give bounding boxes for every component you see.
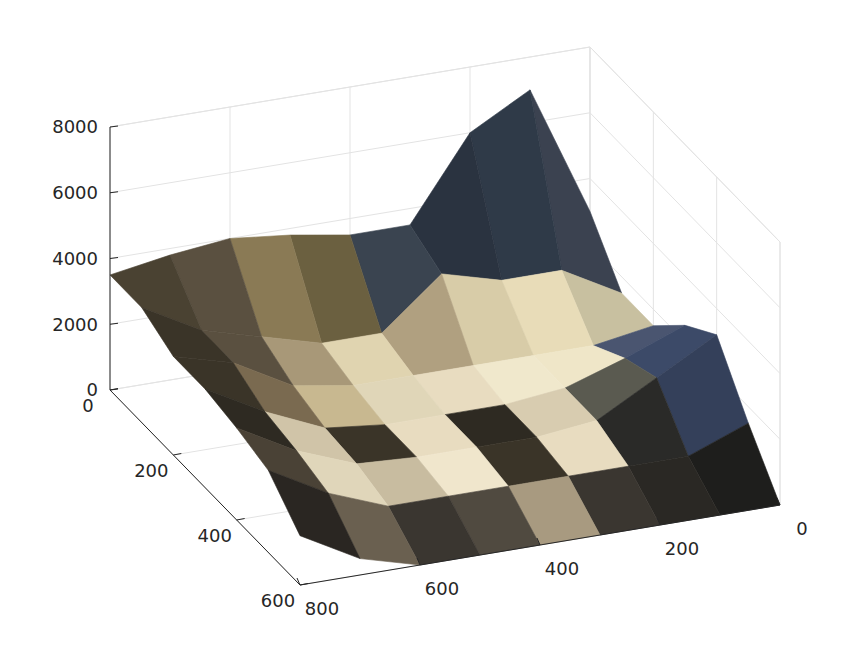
svg-text:4000: 4000 xyxy=(52,248,98,269)
svg-text:2000: 2000 xyxy=(52,314,98,335)
svg-text:400: 400 xyxy=(197,525,231,546)
svg-text:8000: 8000 xyxy=(52,116,98,137)
svg-text:400: 400 xyxy=(545,558,579,579)
svg-text:200: 200 xyxy=(134,460,168,481)
svg-text:6000: 6000 xyxy=(52,182,98,203)
svg-text:0: 0 xyxy=(796,518,807,539)
svg-text:200: 200 xyxy=(665,538,699,559)
svg-text:600: 600 xyxy=(425,578,459,599)
svg-text:800: 800 xyxy=(305,598,339,619)
svg-text:0: 0 xyxy=(82,395,93,416)
svg-text:600: 600 xyxy=(261,590,295,611)
svg-text:0: 0 xyxy=(86,379,98,401)
